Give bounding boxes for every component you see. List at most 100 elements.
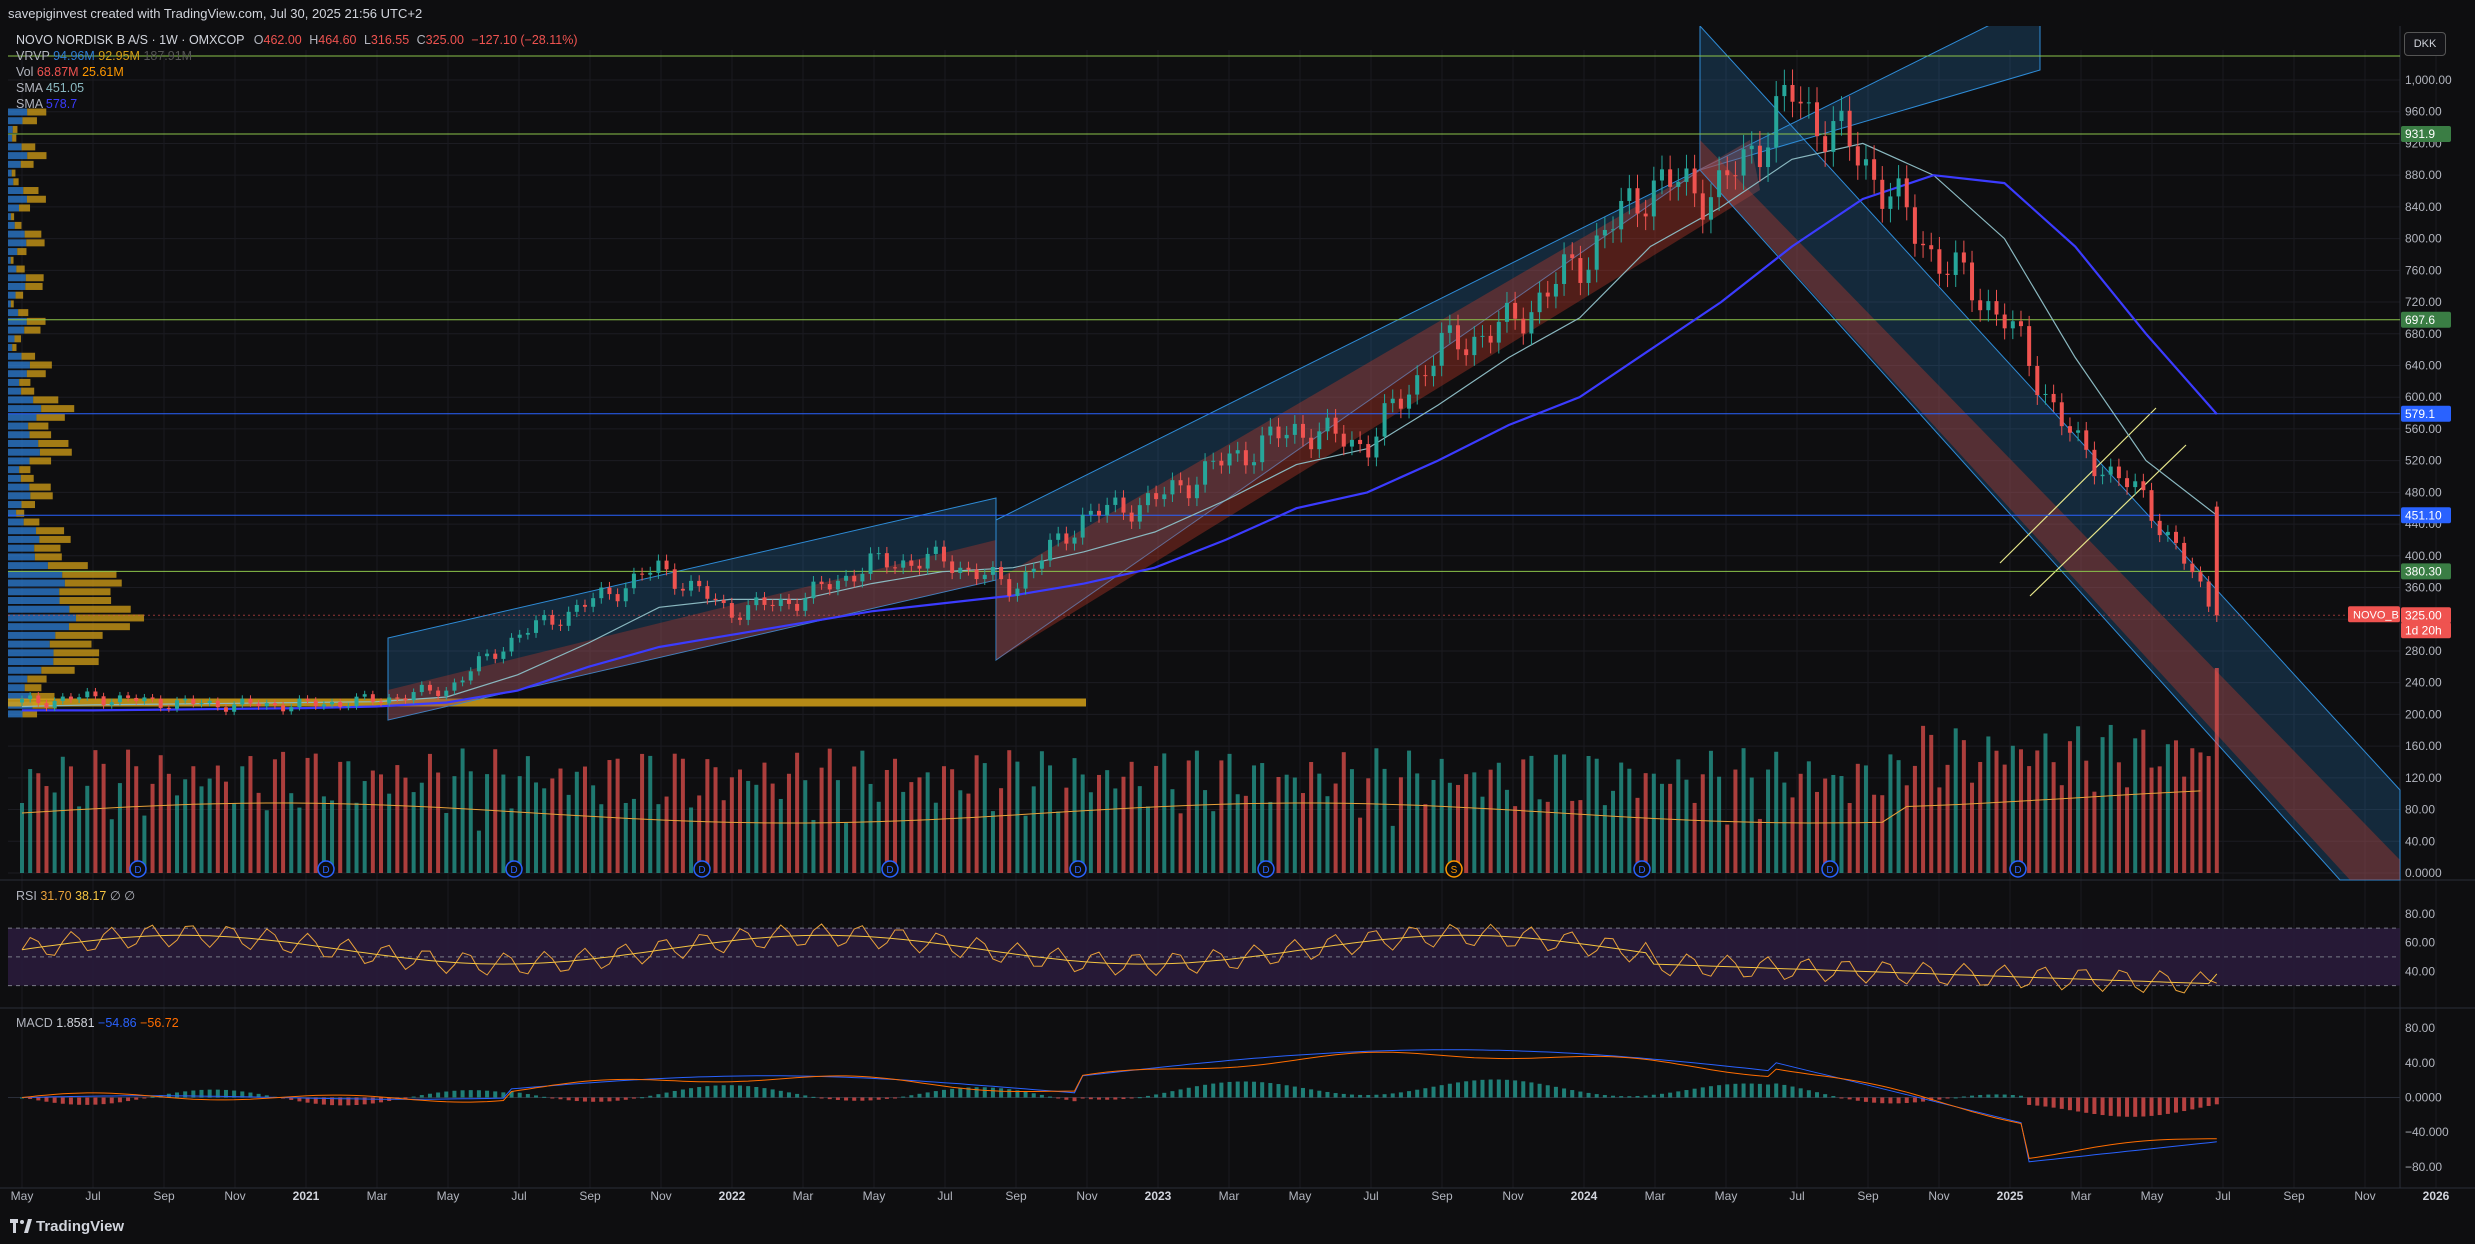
symbol-tag-label: NOVO_B (2353, 609, 2399, 621)
macd-histogram-bar (664, 1092, 669, 1098)
volume-bar (582, 766, 587, 873)
legend-vol-row: Vol 68.87M 25.61M (16, 64, 578, 80)
vrvp-up-bar (8, 675, 28, 683)
candle-body (93, 691, 98, 697)
rsi-pane (8, 923, 2400, 994)
vrvp-a: 94.96M (53, 49, 95, 63)
macd-histogram-bar (1872, 1097, 1877, 1103)
volume-bar (134, 766, 139, 873)
vrvp-poc (8, 698, 1086, 707)
candle-body (1782, 85, 1787, 97)
macd-tick-label: 0.0000 (2405, 1091, 2442, 1105)
price-tick-label: 1,000.00 (2405, 73, 2452, 87)
macd-histogram-bar (215, 1089, 220, 1098)
candle-body (754, 597, 759, 606)
sma2-label: SMA (16, 97, 43, 111)
volume-bar (640, 753, 645, 873)
volume-bar (1823, 778, 1828, 873)
candle-body (1464, 349, 1469, 356)
candle-body (1521, 318, 1526, 334)
vrvp-down-bar (27, 152, 47, 160)
candle-body (1007, 579, 1012, 596)
macd-histogram-bar (754, 1086, 759, 1098)
macd-histogram-bar (950, 1088, 955, 1098)
vrvp-down-bar (20, 474, 34, 482)
vrvp-c: 187.91M (143, 49, 193, 63)
candle-body (1676, 181, 1681, 187)
volume-bar (1300, 793, 1305, 873)
volume-bar (770, 783, 775, 873)
volume-bar (1741, 748, 1746, 873)
macd-histogram-bar (1945, 1097, 1950, 1099)
macd-histogram-bar (1203, 1084, 1208, 1098)
candle-body (1203, 461, 1208, 485)
macd-histogram-bar (1602, 1095, 1607, 1098)
candle-body (2182, 542, 2187, 564)
candle-body (77, 697, 82, 700)
volume-bar (950, 769, 955, 873)
volume-bar (1088, 792, 1093, 873)
time-tick-label: Sep (1857, 1189, 1879, 1203)
rsi-legend: RSI 31.70 38.17 ∅ ∅ (16, 888, 135, 904)
macd-histogram-bar (338, 1097, 343, 1106)
vrvp-up-bar (8, 265, 17, 273)
dividend-marker-icon (129, 860, 147, 878)
macd-histogram-bar (44, 1097, 49, 1102)
volume-bar (1333, 783, 1338, 873)
price-badge (2401, 311, 2451, 328)
time-tick-label: Nov (1076, 1189, 1097, 1203)
macd-histogram-bar (28, 1097, 33, 1099)
volume-bar (1105, 770, 1110, 873)
price-tick-label: 200.00 (2405, 707, 2442, 721)
macd-histogram-bar (1757, 1083, 1762, 1098)
volume-bar (778, 798, 783, 873)
vrvp-up-bar (8, 178, 14, 186)
channel-red-2 (996, 140, 1760, 660)
macd-histogram-bar (1896, 1097, 1901, 1104)
volume-bar (1317, 773, 1322, 873)
volume-bar (1668, 783, 1673, 873)
macd-histogram-bar (1855, 1097, 1860, 1101)
price-tick-label: 640.00 (2405, 358, 2442, 372)
volume-bar (2108, 724, 2113, 873)
macd-histogram-bar (795, 1093, 800, 1098)
volume-bar (1219, 760, 1224, 873)
currency-button[interactable]: DKK (2404, 32, 2446, 56)
candle-body (1129, 512, 1134, 522)
macd-histogram-bar (1431, 1086, 1436, 1098)
candle-body (1766, 147, 1771, 168)
macd-histogram-bar (1366, 1094, 1371, 1098)
macd-histogram-bar (1325, 1091, 1330, 1098)
macd-histogram-bar (1178, 1089, 1183, 1098)
price-badge (2401, 126, 2451, 143)
vrvp-down-bar (41, 666, 75, 674)
macd-histogram-bar (2010, 1095, 2015, 1098)
candle-body (117, 695, 122, 703)
macd-histogram-bar (852, 1097, 857, 1101)
volume-bar (1447, 782, 1452, 873)
candle-body (966, 567, 971, 570)
vrvp-up-bar (8, 335, 15, 343)
macd-histogram-bar (1015, 1090, 1020, 1098)
price-tick-label: 600.00 (2405, 390, 2442, 404)
macd-histogram-bar (966, 1087, 971, 1098)
macd-histogram-bar (403, 1097, 408, 1099)
candle-body (2051, 393, 2056, 403)
macd-histogram-bar (640, 1097, 645, 1099)
volume-bar (1007, 750, 1012, 873)
time-tick-label: Sep (1005, 1189, 1027, 1203)
vrvp-up-bar (8, 160, 21, 168)
macd-histogram-bar (1456, 1082, 1461, 1098)
macd-histogram-bar (1839, 1097, 1844, 1099)
vrvp-up-bar (8, 317, 27, 325)
vrvp-up-bar (8, 387, 22, 395)
volume-bar (354, 802, 359, 873)
macd-histogram-bar (1227, 1081, 1232, 1098)
vrvp-down-bar (53, 658, 99, 666)
volume-bar (1986, 736, 1991, 873)
macd-histogram-bar (1341, 1093, 1346, 1098)
volume-bar (427, 753, 432, 873)
time-tick-label: Nov (650, 1189, 671, 1203)
event-label: D (1074, 865, 1081, 876)
